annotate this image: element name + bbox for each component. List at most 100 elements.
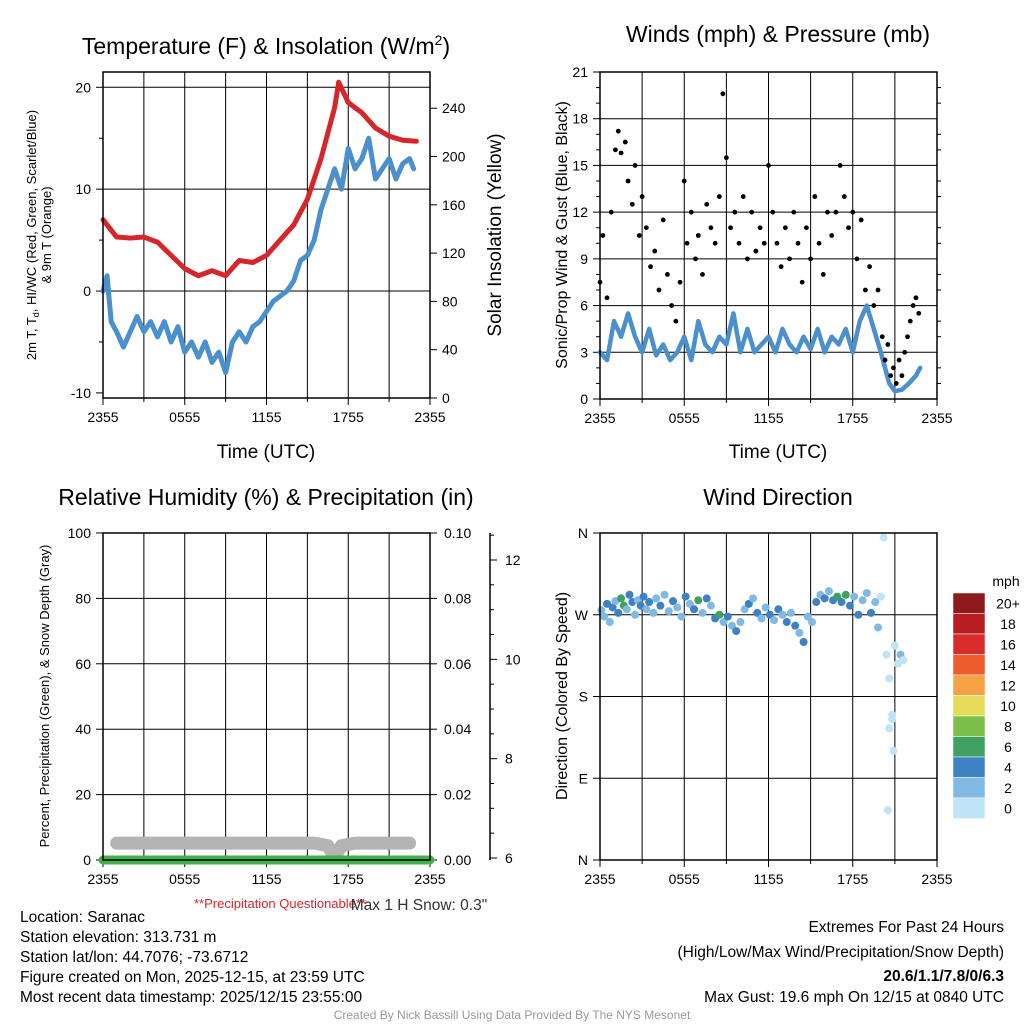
gust-point — [846, 225, 851, 231]
wind-direction-point — [614, 608, 623, 617]
humidity-xtick-label: 2355 — [87, 871, 118, 887]
wind-direction-xtick-label: 1755 — [837, 871, 868, 887]
gust-point — [673, 318, 679, 324]
gust-point — [896, 357, 902, 363]
colorbar-swatch — [952, 797, 986, 819]
winds-ytick-label: 0 — [580, 391, 588, 407]
wind-direction-point — [744, 599, 753, 608]
humidity-ylabel: Percent, Precipitation (Green), & Snow D… — [37, 545, 52, 848]
extremes-title: Extremes For Past 24 Hours — [808, 919, 1004, 936]
wind-direction-point — [765, 610, 774, 619]
gust-point — [736, 240, 742, 246]
gust-point — [766, 163, 771, 168]
gust-point — [913, 295, 919, 301]
winds-panel: Winds (mph) & Pressure (mb) Time (UTC) S… — [554, 21, 953, 463]
wind-direction-point — [876, 592, 885, 601]
colorbar-title: mph — [992, 573, 1019, 589]
temperature-panel: Temperature (F) & Insolation (W/m2) Time… — [24, 32, 506, 463]
colorbar-swatch — [952, 777, 986, 799]
gust-point — [684, 240, 690, 246]
gust-point — [799, 279, 805, 285]
temperature-title: Temperature (F) & Insolation (W/m2) — [82, 32, 450, 59]
gust-point — [693, 256, 698, 262]
gust-point — [770, 209, 776, 215]
gust-point — [907, 318, 913, 324]
gust-point — [858, 217, 864, 223]
wind-direction-xtick-label: 1155 — [753, 871, 783, 887]
wind-direction-point — [845, 601, 854, 610]
wind-direction-ytick-label: N — [578, 852, 588, 868]
insolation-ytick-label: 120 — [442, 245, 466, 261]
wind-direction-point — [888, 715, 897, 724]
wind-direction-point — [645, 598, 654, 607]
wind-direction-point — [799, 638, 808, 646]
wind-direction-point — [841, 590, 850, 599]
winds-xtick-label: 0555 — [669, 410, 700, 426]
gust-point — [723, 155, 729, 161]
temperature-ytick-label: -10 — [71, 385, 91, 401]
wind-direction-point — [706, 601, 715, 610]
wind-direction-point — [736, 618, 745, 627]
gust-point — [812, 194, 818, 199]
gust-point — [632, 163, 638, 168]
gust-point — [787, 256, 792, 262]
temperature-xtick-label: 2355 — [87, 409, 118, 425]
gust-point — [891, 365, 896, 371]
colorbar-label: 16 — [1000, 636, 1016, 652]
svg-text:& 9m T (Orange): & 9m T (Orange) — [39, 186, 54, 283]
wind-direction-point — [757, 614, 766, 623]
temperature-xtick-label: 1155 — [251, 409, 281, 425]
gust-point — [804, 225, 809, 231]
wind-direction-point — [882, 650, 891, 659]
elevation-text: Station elevation: 313.731 m — [20, 929, 216, 946]
temperature-xtick-label: 0555 — [169, 409, 200, 425]
wind-direction-ytick-label: E — [579, 770, 588, 786]
wind-direction-point — [690, 605, 699, 614]
wind-direction-point — [837, 598, 846, 607]
gust-point — [899, 373, 905, 379]
winds-xtick-label: 1155 — [753, 410, 783, 426]
gust-point — [700, 272, 705, 277]
gust-point — [660, 217, 666, 223]
wind-direction-point — [681, 592, 690, 601]
colorbar-swatch — [952, 736, 986, 758]
gust-point — [652, 248, 658, 254]
gust-point — [882, 357, 888, 363]
gust-point — [643, 225, 649, 231]
gust-point — [615, 128, 621, 134]
extremes-values: 20.6/1.1/7.8/0/6.3 — [883, 968, 1004, 985]
wind-direction-point — [782, 618, 791, 627]
extremes-subtitle: (High/Low/Max Wind/Precipitation/Snow De… — [678, 944, 1005, 961]
humidity-ytick-label: 0 — [83, 852, 91, 868]
gust-point — [867, 264, 872, 270]
insolation-ytick-label: 0 — [442, 390, 450, 406]
humidity-ytick-label: 60 — [75, 656, 91, 672]
humidity-ytick-label: 20 — [75, 787, 91, 803]
colorbar-label: 6 — [1004, 739, 1012, 755]
winds-xlabel: Time (UTC) — [729, 442, 828, 463]
gust-point — [665, 272, 670, 277]
wind-direction-point — [808, 618, 817, 627]
gust-point — [757, 225, 763, 231]
winds-xtick-label: 2355 — [584, 410, 615, 426]
gust-point — [732, 209, 738, 215]
wind-direction-point — [605, 618, 614, 627]
humidity-xtick-label: 1755 — [333, 871, 364, 887]
humidity-ytick-label: 100 — [68, 525, 92, 541]
wind-direction-point — [753, 608, 762, 617]
colorbar-label: 0 — [1004, 800, 1012, 816]
gust-point — [625, 178, 631, 184]
colorbar-swatch — [952, 756, 986, 778]
snow-depth-ytick-label: 6 — [505, 850, 513, 866]
wind-direction-point — [727, 621, 736, 630]
gust-point — [893, 381, 899, 386]
humidity-panel: Relative Humidity (%) & Precipitation (i… — [37, 484, 521, 914]
wind-direction-point — [749, 594, 758, 603]
insolation-ytick-label: 80 — [442, 293, 458, 309]
gust-point — [613, 147, 618, 153]
wind-direction-point — [625, 590, 634, 599]
temperature-ytick-label: 0 — [83, 283, 91, 299]
wind-direction-ytick-label: S — [579, 689, 588, 705]
gust-point — [888, 373, 894, 379]
wind-direction-point — [890, 641, 899, 650]
